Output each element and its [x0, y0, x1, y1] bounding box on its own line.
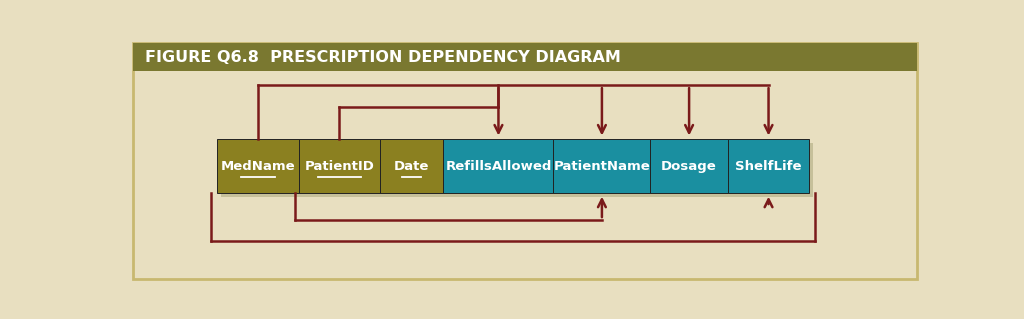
- Bar: [299, 139, 380, 193]
- Bar: [557, 143, 654, 197]
- Bar: [732, 143, 813, 197]
- Bar: [654, 143, 732, 197]
- Text: ShelfLife: ShelfLife: [735, 160, 802, 173]
- Text: Date: Date: [394, 160, 429, 173]
- Bar: [447, 143, 557, 197]
- Bar: [728, 139, 809, 193]
- Bar: [650, 139, 728, 193]
- Text: RefillsAllowed: RefillsAllowed: [445, 160, 552, 173]
- Bar: [217, 139, 299, 193]
- Bar: [221, 143, 302, 197]
- Text: PatientName: PatientName: [554, 160, 650, 173]
- Bar: [302, 143, 384, 197]
- Bar: [133, 43, 916, 71]
- Text: PatientID: PatientID: [304, 160, 374, 173]
- Text: Dosage: Dosage: [662, 160, 717, 173]
- Bar: [554, 139, 650, 193]
- Bar: [384, 143, 447, 197]
- Text: MedName: MedName: [220, 160, 295, 173]
- Bar: [443, 139, 554, 193]
- Text: FIGURE Q6.8  PRESCRIPTION DEPENDENCY DIAGRAM: FIGURE Q6.8 PRESCRIPTION DEPENDENCY DIAG…: [145, 50, 621, 65]
- Bar: [380, 139, 443, 193]
